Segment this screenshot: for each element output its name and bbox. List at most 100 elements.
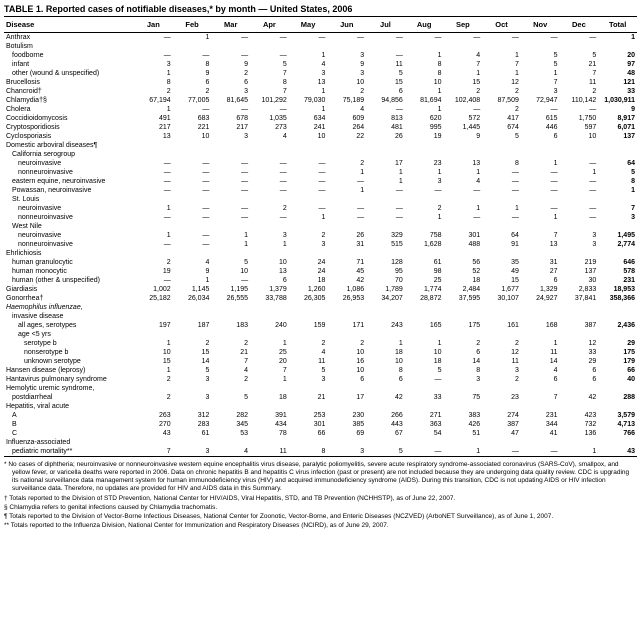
cell: 426	[444, 420, 483, 429]
cell: —	[560, 177, 599, 186]
disease-label: California serogroup	[4, 150, 134, 159]
cell: —	[250, 51, 289, 60]
cell	[444, 141, 483, 150]
cell: 24	[289, 258, 328, 267]
cell: —	[211, 186, 250, 195]
table-row: Giardiasis1,0021,1451,1951,3791,2601,086…	[4, 285, 637, 294]
cell: 243	[366, 321, 405, 330]
cell	[173, 402, 212, 411]
table-row: Brucellosis8668131015101512711121	[4, 78, 637, 87]
cell: 75	[444, 393, 483, 402]
cell	[521, 438, 560, 447]
cell: 19	[134, 267, 173, 276]
cell	[327, 384, 366, 393]
cell: 12	[482, 78, 521, 87]
cell	[250, 330, 289, 339]
cell: 3	[173, 393, 212, 402]
table-row: Haemophilus influenzae,	[4, 303, 637, 312]
cell: 2	[211, 69, 250, 78]
cell: 1	[405, 87, 444, 96]
cell: 1	[289, 51, 328, 60]
cell: 24,927	[521, 294, 560, 303]
cell: 634	[289, 114, 328, 123]
cell: 231	[521, 411, 560, 420]
table-row: Hansen disease (leprosy)154751085834666	[4, 366, 637, 375]
cell: 1	[250, 375, 289, 384]
cell	[327, 222, 366, 231]
cell: —	[211, 213, 250, 222]
disease-label: foodborne	[4, 51, 134, 60]
cell: 18	[444, 276, 483, 285]
cell: —	[250, 33, 289, 43]
cell: 2,774	[598, 240, 637, 249]
col-feb: Feb	[173, 17, 212, 33]
cell: 175	[598, 348, 637, 357]
disease-label: Brucellosis	[4, 78, 134, 87]
cell: 1	[327, 168, 366, 177]
cell	[250, 150, 289, 159]
cell	[482, 150, 521, 159]
cell	[444, 249, 483, 258]
cell: 8	[134, 78, 173, 87]
cell: 4	[289, 348, 328, 357]
cell: 5	[211, 258, 250, 267]
cell: 1	[560, 168, 599, 177]
cell: 10	[250, 258, 289, 267]
cell: —	[134, 186, 173, 195]
cell	[405, 312, 444, 321]
cell: 98	[405, 267, 444, 276]
cell: 3	[560, 240, 599, 249]
cell	[560, 150, 599, 159]
cell: —	[250, 213, 289, 222]
cell	[598, 150, 637, 159]
cell	[405, 150, 444, 159]
cell: —	[211, 159, 250, 168]
cell: —	[366, 186, 405, 195]
disease-label: Cryptosporidiosis	[4, 123, 134, 132]
cell: 10	[327, 78, 366, 87]
cell: 8	[444, 366, 483, 375]
cell	[366, 330, 405, 339]
cell	[250, 384, 289, 393]
cell: —	[211, 33, 250, 43]
cell: 1	[521, 69, 560, 78]
cell: 9	[211, 60, 250, 69]
cell: 5	[211, 393, 250, 402]
table-row: Ehrlichiosis	[4, 249, 637, 258]
cell	[560, 222, 599, 231]
cell: 363	[405, 420, 444, 429]
cell: 263	[134, 411, 173, 420]
cell: 11	[521, 348, 560, 357]
cell: 15	[444, 78, 483, 87]
cell: 5	[521, 51, 560, 60]
cell	[327, 312, 366, 321]
cell: 3	[598, 213, 637, 222]
table-row: West Nile	[4, 222, 637, 231]
cell	[366, 150, 405, 159]
cell: 5	[366, 69, 405, 78]
cell: 241	[289, 123, 328, 132]
cell: 2	[482, 339, 521, 348]
cell	[560, 249, 599, 258]
cell	[211, 42, 250, 51]
cell	[598, 141, 637, 150]
cell: 329	[366, 231, 405, 240]
cell	[289, 249, 328, 258]
cell: 12	[482, 348, 521, 357]
cell	[482, 195, 521, 204]
cell: 1,145	[173, 285, 212, 294]
cell: 253	[289, 411, 328, 420]
cell	[173, 150, 212, 159]
cell: 168	[521, 321, 560, 330]
cell: 217	[211, 123, 250, 132]
cell: —	[173, 240, 212, 249]
cell	[405, 438, 444, 447]
table-row: Cryptosporidiosis21722121727324126448199…	[4, 123, 637, 132]
cell	[289, 330, 328, 339]
table-row: neuroinvasive1——2———211——7	[4, 204, 637, 213]
disease-label: Domestic arboviral diseases¶	[4, 141, 134, 150]
cell: 678	[211, 114, 250, 123]
cell: —	[482, 186, 521, 195]
cell: —	[173, 204, 212, 213]
cell: 97	[598, 60, 637, 69]
